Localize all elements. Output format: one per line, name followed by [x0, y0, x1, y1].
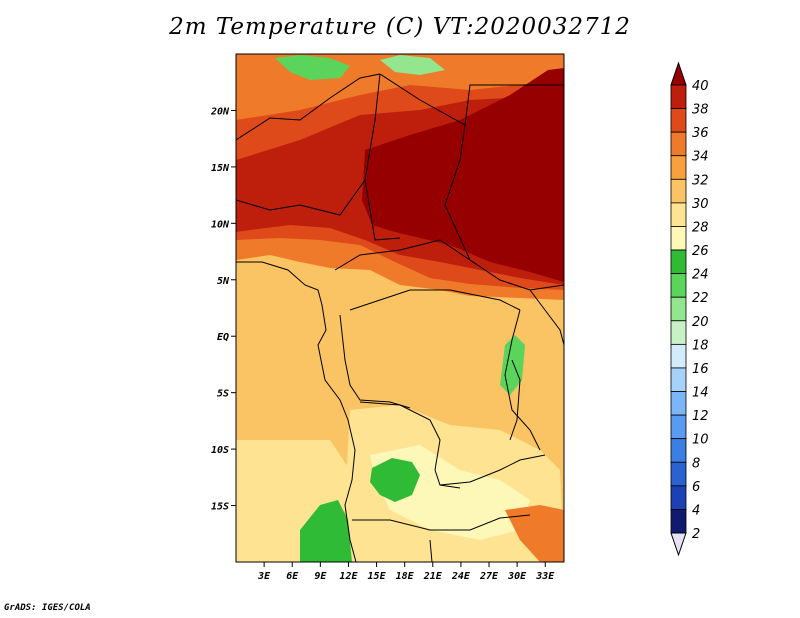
coastline-west	[236, 261, 357, 562]
colorbar-under-triangle	[670, 532, 687, 557]
field-southeast-hot	[505, 505, 564, 562]
y-tick-label: 5S	[217, 389, 229, 400]
colorbar-label: 36	[692, 126, 709, 141]
field-north-green-patch-2	[380, 55, 445, 75]
colorbar-label: 2	[692, 527, 700, 542]
x-tick-label: 33E	[535, 571, 555, 582]
field-north-green-patch	[275, 55, 350, 80]
colorbar-swatch	[670, 273, 687, 298]
colorbar-swatch	[670, 320, 687, 345]
colorbar-swatch	[670, 131, 687, 157]
y-tick-label: 5N	[217, 276, 230, 287]
x-tick-label: 24E	[451, 571, 471, 582]
x-tick-label: 18E	[396, 571, 415, 582]
colorbar-over-triangle	[670, 61, 687, 86]
field-green-angola	[370, 458, 420, 502]
colorbar-label: 6	[692, 480, 700, 495]
colorbar-label: 14	[692, 386, 709, 401]
border-east	[529, 289, 564, 346]
colorbar-label: 12	[692, 409, 709, 424]
border-lakes	[509, 359, 521, 441]
country-borders	[236, 73, 564, 562]
border-namibia	[352, 514, 531, 531]
y-tick-label: 15S	[211, 502, 229, 513]
colorbar-label: 10	[692, 433, 709, 448]
colorbar-label: 40	[692, 79, 709, 94]
x-tick-label: 6E	[286, 571, 299, 582]
x-tick-label: 9E	[314, 571, 327, 582]
colorbar-swatch	[670, 155, 687, 180]
colorbar-swatch	[670, 202, 687, 227]
colorbar-label: 30	[692, 197, 709, 212]
colorbar-label: 24	[692, 268, 709, 283]
colorbar-label: 32	[692, 173, 709, 188]
temperature-field	[236, 54, 564, 562]
colorbar-swatch	[670, 343, 687, 369]
colorbar-label: 8	[692, 456, 700, 471]
colorbar-label: 16	[692, 362, 709, 377]
credit-text: GrADS: IGES/COLA	[4, 603, 91, 613]
y-tick-label: 10S	[211, 445, 229, 456]
colorbar-label: 28	[692, 220, 709, 235]
colorbar-swatch	[670, 178, 687, 204]
colorbar-swatch	[670, 391, 687, 416]
colorbar-swatch	[670, 509, 687, 534]
colorbar-label: 34	[692, 150, 709, 165]
colorbar-swatch	[670, 461, 687, 487]
x-tick-label: 12E	[339, 571, 358, 582]
colorbar-label: 20	[692, 315, 709, 330]
border-drc-west	[339, 314, 411, 409]
field-green-southwest	[300, 500, 352, 562]
colorbar-label: 26	[692, 244, 709, 259]
colorbar-swatch	[670, 485, 687, 510]
border-drc-east	[504, 309, 541, 451]
x-tick-label: 21E	[423, 571, 443, 582]
border-zambia	[439, 454, 546, 486]
x-tick-label: 15E	[368, 571, 387, 582]
map-frame	[235, 53, 565, 563]
colorbar-label: 38	[692, 103, 709, 118]
colorbar-swatch	[670, 226, 687, 251]
chart-title: 2m Temperature (C) VT:2020032712	[169, 14, 631, 40]
colorbar-label: 4	[692, 503, 700, 518]
y-tick-label: 10N	[211, 219, 230, 230]
x-tick-label: 27E	[479, 571, 499, 582]
field-gulf-ocean	[236, 264, 350, 475]
y-tick-label: 15N	[211, 163, 230, 174]
y-tick-label: EQ	[217, 332, 229, 343]
colorbar-swatch	[670, 438, 687, 463]
axis-ticks: 3E 6E 9E 12E 15E 18E 21E 24E 27E 30E 33E 20N 15N 10N 5…	[210, 106, 555, 582]
colorbar-swatch	[670, 367, 687, 392]
colorbar-label: 18	[692, 338, 709, 353]
x-tick-label: 3E	[257, 571, 271, 582]
border-south	[429, 539, 433, 562]
colorbar-swatch	[670, 296, 687, 322]
field-congo-basin	[330, 295, 510, 420]
border-drc-north	[349, 289, 521, 311]
border-north-1	[236, 73, 381, 141]
colorbar-swatch	[670, 84, 687, 109]
border-west-1	[236, 179, 366, 216]
colorbar-swatch	[670, 249, 687, 275]
colorbar-label: 22	[692, 291, 709, 306]
colorbar-swatch	[670, 414, 687, 440]
colorbar-swatch	[670, 108, 687, 133]
field-north-hottest	[362, 68, 564, 282]
x-tick-label: 30E	[507, 571, 527, 582]
border-car	[334, 239, 471, 271]
y-tick-label: 20N	[210, 106, 230, 117]
